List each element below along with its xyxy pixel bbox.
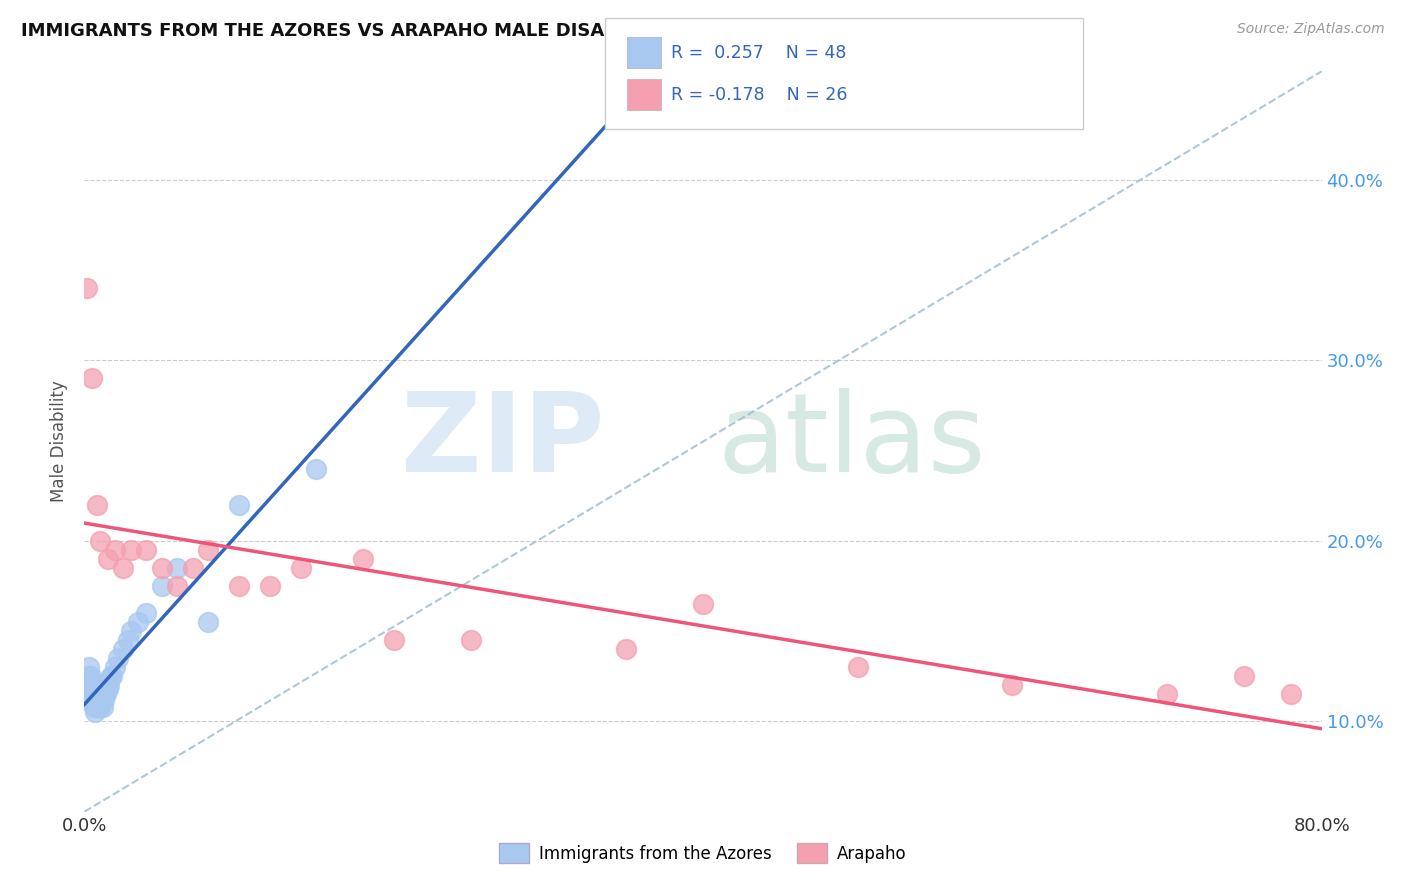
Point — [197, 542, 219, 557]
Point — [692, 597, 714, 611]
Point — [1233, 669, 1256, 683]
Point — [305, 461, 328, 475]
Point — [86, 692, 108, 706]
Point — [460, 633, 482, 648]
Point — [77, 669, 100, 683]
Point — [84, 678, 107, 692]
Point — [82, 687, 104, 701]
Point — [112, 561, 135, 575]
Point — [120, 624, 142, 639]
Point — [290, 561, 312, 575]
Point — [1156, 687, 1178, 701]
Point — [101, 669, 124, 683]
Point — [117, 633, 139, 648]
Point — [197, 615, 219, 629]
Text: R =  0.257    N = 48: R = 0.257 N = 48 — [671, 44, 846, 62]
Point — [104, 542, 127, 557]
Text: IMMIGRANTS FROM THE AZORES VS ARAPAHO MALE DISABILITY CORRELATION CHART: IMMIGRANTS FROM THE AZORES VS ARAPAHO MA… — [21, 22, 890, 40]
Point — [166, 561, 188, 575]
Point — [94, 687, 117, 701]
Point — [107, 651, 129, 665]
Point — [1001, 678, 1024, 692]
Point — [614, 642, 637, 657]
Point — [82, 697, 104, 711]
Point — [846, 660, 869, 674]
Text: R = -0.178    N = 26: R = -0.178 N = 26 — [671, 86, 848, 103]
Point — [77, 660, 100, 674]
Point — [76, 281, 98, 295]
Point — [150, 579, 173, 593]
Point — [259, 579, 281, 593]
Point — [166, 579, 188, 593]
Point — [86, 681, 108, 696]
Point — [90, 687, 112, 701]
Point — [94, 678, 117, 692]
Point — [79, 687, 101, 701]
Point — [89, 533, 111, 548]
Point — [127, 615, 149, 629]
Legend: Immigrants from the Azores, Arapaho: Immigrants from the Azores, Arapaho — [492, 837, 914, 870]
Point — [89, 692, 111, 706]
Point — [135, 542, 157, 557]
Point — [86, 498, 108, 512]
Point — [83, 700, 105, 714]
Point — [79, 678, 101, 692]
Point — [89, 678, 111, 692]
Y-axis label: Male Disability: Male Disability — [51, 381, 69, 502]
Point — [91, 700, 114, 714]
Text: atlas: atlas — [717, 388, 986, 495]
Point — [112, 642, 135, 657]
Point — [352, 552, 374, 566]
Point — [86, 700, 108, 714]
Point — [76, 678, 98, 692]
Point — [89, 700, 111, 714]
Point — [84, 687, 107, 701]
Text: ZIP: ZIP — [401, 388, 605, 495]
Point — [83, 681, 105, 696]
Point — [83, 692, 105, 706]
Point — [82, 371, 104, 385]
Point — [93, 681, 115, 696]
Point — [79, 669, 101, 683]
Point — [228, 498, 250, 512]
Point — [98, 678, 121, 692]
Point — [96, 552, 118, 566]
Point — [91, 687, 114, 701]
Point — [228, 579, 250, 593]
Point — [181, 561, 204, 575]
Point — [87, 697, 110, 711]
Point — [382, 633, 405, 648]
Point — [96, 681, 118, 696]
Point — [84, 697, 107, 711]
Point — [150, 561, 173, 575]
Point — [120, 542, 142, 557]
Point — [100, 669, 122, 683]
Point — [82, 678, 104, 692]
Point — [90, 697, 112, 711]
Point — [93, 692, 115, 706]
Point — [87, 687, 110, 701]
Point — [104, 660, 127, 674]
Point — [135, 606, 157, 620]
Point — [1279, 687, 1302, 701]
Point — [84, 706, 107, 720]
Text: Source: ZipAtlas.com: Source: ZipAtlas.com — [1237, 22, 1385, 37]
